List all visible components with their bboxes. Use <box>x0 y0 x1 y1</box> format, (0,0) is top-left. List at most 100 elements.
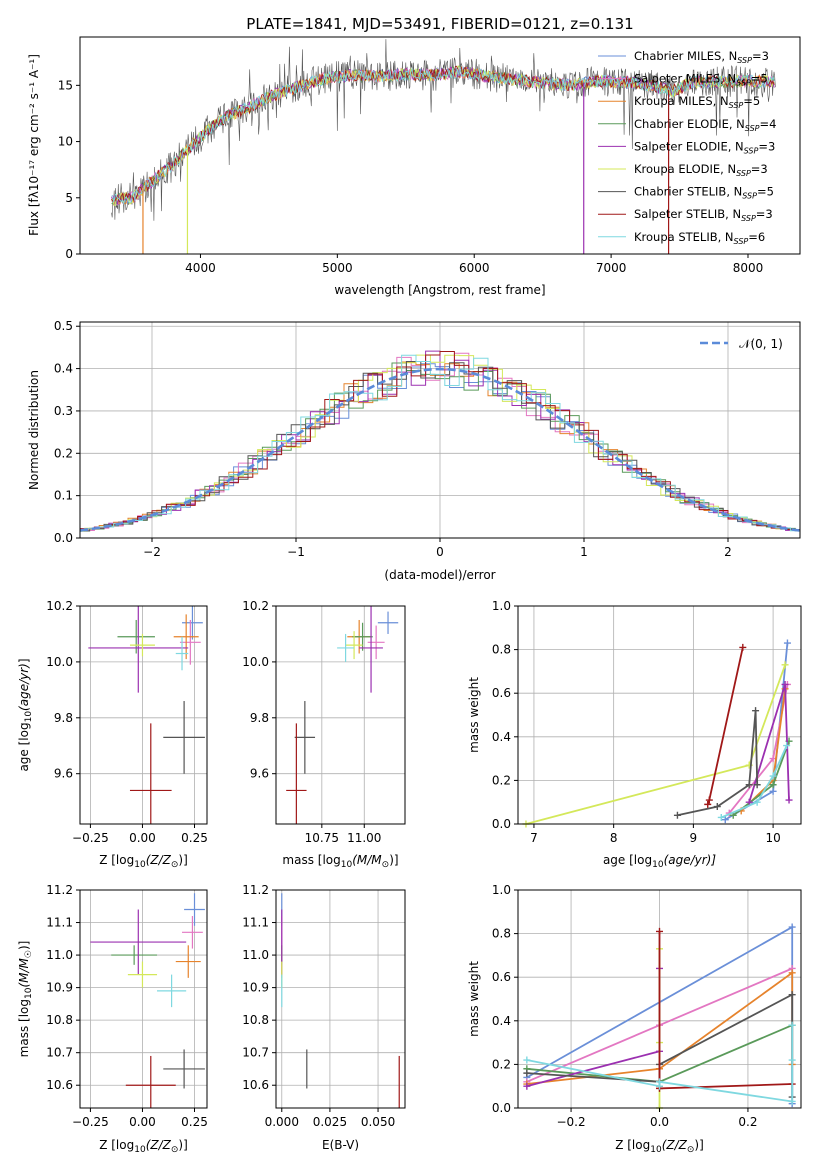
x-tick-label: −1 <box>287 545 305 559</box>
series-marker <box>656 927 663 935</box>
x-axis-label: (data-model)/error <box>384 568 495 582</box>
series-marker <box>769 781 777 789</box>
series-marker <box>788 923 796 931</box>
x-tick-label: 10.75 <box>305 831 339 845</box>
figure-title: PLATE=1841, MJD=53491, FIBERID=0121, z=0… <box>246 15 633 33</box>
series-marker <box>745 798 753 806</box>
series-marker <box>753 798 761 806</box>
y-tick-label: 11.1 <box>46 916 73 930</box>
series-marker <box>739 643 747 651</box>
y-tick-label: 0.8 <box>492 643 511 657</box>
y-tick-label: 15 <box>58 78 73 92</box>
errorbar-group <box>88 606 205 824</box>
y-tick-label: 10.8 <box>242 1013 269 1027</box>
series-marker <box>713 803 721 811</box>
x-tick-label: 0.0 <box>650 1115 669 1129</box>
x-tick-label: 0.25 <box>181 831 208 845</box>
series-line <box>720 745 788 819</box>
plot-frame <box>275 889 406 1109</box>
x-axis-label: Z [log10(Z/Z⊙)] <box>615 1138 704 1155</box>
y-tick-label: 10.2 <box>46 599 73 613</box>
mass-vs-ebv-plot: 0.000 0.025 0.050 10.6 10.7 10.8 10.9 11.0 11.1 1… <box>242 883 406 1152</box>
series-marker <box>745 781 753 789</box>
x-tick-label: 0.00 <box>129 1115 156 1129</box>
y-tick-label: 0.6 <box>492 686 511 700</box>
mass-vs-Z-plot: −0.25 0.00 0.25 10.6 10.7 10.8 10.9 11.0 11.1 11.… <box>17 883 208 1155</box>
x-tick-label: 7000 <box>596 261 627 275</box>
legend-label: Chabrier MILES, NSSP=3 <box>634 49 769 65</box>
spectrum-lines <box>111 39 776 254</box>
y-tick-label: 10.6 <box>46 1078 73 1092</box>
series-marker <box>769 787 777 795</box>
y-tick-label: 10.7 <box>46 1046 73 1060</box>
series-marker <box>788 969 796 977</box>
age-vs-Z-plot: −0.25 0.00 0.25 9.6 9.8 10.0 10.2 Z [log10(Z/Z⊙… <box>17 599 208 870</box>
y-tick-label: 11.0 <box>242 948 269 962</box>
legend-label: Salpeter ELODIE, NSSP=3 <box>634 139 775 155</box>
series-marker <box>752 707 760 715</box>
y-axis-label: mass [log10(M/M☉)] <box>17 941 34 1058</box>
y-axis-label: Normed distribution <box>27 370 41 490</box>
x-axis-label: age [log10(age/yr)] <box>603 853 716 870</box>
spectrum-line <box>111 65 775 203</box>
x-axis-label: mass [log10(M/M⊙)] <box>282 853 398 870</box>
series-marker <box>788 991 796 999</box>
series-marker <box>704 800 712 808</box>
plot-frame <box>275 605 406 825</box>
series-marker <box>523 1069 531 1077</box>
residuals-plot: −2 −1 0 1 2 0.0 0.1 0.2 0.3 0.4 0.5 (data-model)/er… <box>27 319 801 582</box>
x-tick-label: 11.00 <box>347 831 381 845</box>
y-tick-label: 1.0 <box>492 599 511 613</box>
histogram-step <box>80 351 800 533</box>
x-axis-label: Z [log10(Z/Z⊙)] <box>99 1138 188 1155</box>
x-tick-label: −2 <box>143 545 161 559</box>
series-line <box>525 664 786 825</box>
y-tick-label: 10 <box>58 135 73 149</box>
y-tick-label: 10.0 <box>242 655 269 669</box>
x-tick-label: 1 <box>580 545 588 559</box>
y-tick-label: 9.8 <box>54 711 73 725</box>
y-tick-label: 11.0 <box>46 948 73 962</box>
x-tick-label: 4000 <box>185 261 216 275</box>
y-tick-label: 11.2 <box>46 883 73 897</box>
x-tick-label: 0.00 <box>129 831 156 845</box>
legend-label: Salpeter STELIB, NSSP=3 <box>634 207 773 223</box>
series-marker <box>788 1021 796 1029</box>
y-tick-label: 10.0 <box>46 655 73 669</box>
y-tick-label: 0.6 <box>492 970 511 984</box>
y-tick-label: 0.2 <box>492 773 511 787</box>
y-tick-label: 0.5 <box>54 319 73 333</box>
series-marker <box>783 639 791 647</box>
legend-label: Salpeter MILES, NSSP=5 <box>634 72 768 88</box>
series-marker <box>781 680 789 688</box>
mass-weight-vs-Z-plot: −0.2 0.0 0.2 0.0 0.2 0.4 0.6 0.8 1.0 Z [log10(Z/Z… <box>467 883 802 1155</box>
x-axis-label: E(B-V) <box>322 1138 359 1152</box>
y-axis-label: mass weight <box>467 677 481 753</box>
x-tick-label: −0.2 <box>556 1115 585 1129</box>
plot-frame <box>79 605 208 825</box>
series-line <box>526 1025 794 1103</box>
y-tick-label: 0.4 <box>492 1014 511 1028</box>
x-tick-label: 9 <box>690 831 698 845</box>
series-marker <box>523 1056 531 1064</box>
spectrum-line <box>111 66 775 205</box>
x-tick-label: 0.050 <box>361 1115 395 1129</box>
series-marker <box>753 781 761 789</box>
series-marker <box>705 796 713 804</box>
x-tick-label: 0.2 <box>738 1115 757 1129</box>
age-vs-mass-plot: 10.75 11.00 9.6 9.8 10.0 10.2 mass [log10(M/M⊙… <box>242 599 406 870</box>
y-tick-label: 0.4 <box>492 730 511 744</box>
x-tick-label: −0.25 <box>72 831 109 845</box>
series-line <box>658 931 793 1090</box>
x-tick-label: 8000 <box>733 261 764 275</box>
y-tick-label: 0.0 <box>492 817 511 831</box>
mass-weight-vs-age-plot: 7 8 9 10 0.0 0.2 0.4 0.6 0.8 1.0 age [log10(age/yr… <box>467 599 802 870</box>
legend-label: Kroupa STELIB, NSSP=6 <box>634 230 765 246</box>
series-marker <box>769 772 777 780</box>
series-marker <box>717 813 725 821</box>
y-axis-label: mass weight <box>467 961 481 1037</box>
errorbar-group <box>286 606 399 824</box>
y-axis-label: Flux [fλ10⁻¹⁷ erg cm⁻² s⁻¹ A⁻¹] <box>27 54 41 236</box>
y-tick-label: 5 <box>65 191 73 205</box>
legend-label: Chabrier STELIB, NSSP=5 <box>634 185 774 201</box>
